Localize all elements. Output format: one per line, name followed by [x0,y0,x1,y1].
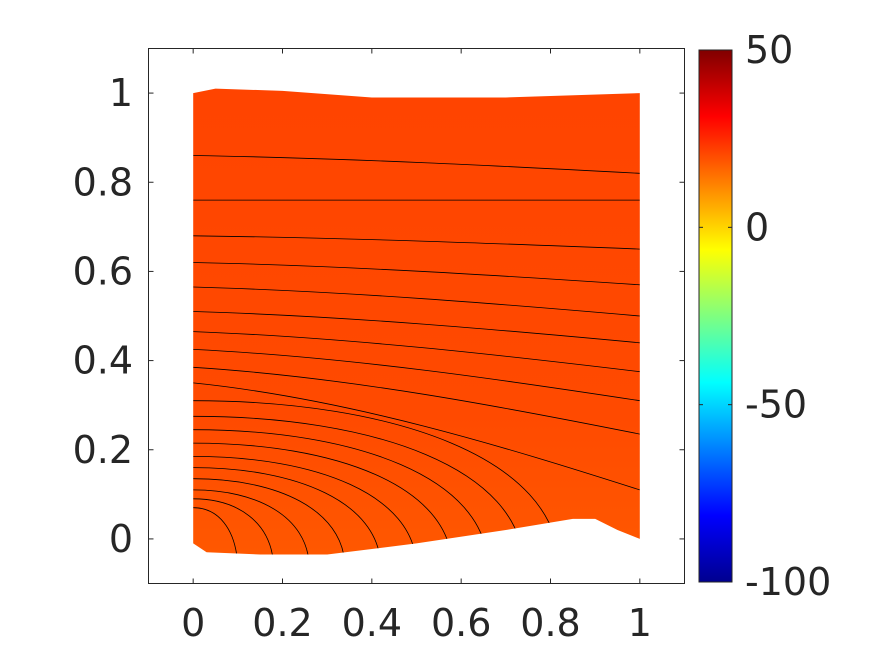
colorbar-tick-label: 0 [745,205,769,249]
contour-line [193,467,382,555]
x-tick-labels: 0 0.2 0.4 0.6 0.8 1 [181,601,652,645]
axis-ticks [148,48,685,584]
contour-line [193,478,346,555]
domain-fill [193,88,640,555]
contour-line [193,498,274,555]
contour-line [193,456,417,555]
colorbar-gradient [698,49,733,583]
contour-line [193,489,310,555]
y-tick-labels: 0 0.2 0.4 0.6 0.8 1 [73,71,133,561]
contour-line [193,155,640,174]
x-tick-label: 0.4 [342,601,402,645]
contour-line [193,311,640,344]
y-tick-label: 0.6 [73,249,133,293]
colorbar-tick-label: -100 [745,560,831,604]
contour-line [193,442,453,555]
contour-line [193,429,489,555]
colorbar-tick-label: 50 [745,28,793,72]
contour-line [193,382,640,491]
filled-field [193,88,640,555]
x-tick-label: 0 [181,601,205,645]
contour-line [193,331,640,373]
contour-line [193,286,640,317]
x-tick-label: 0.8 [520,601,580,645]
contour-line [193,235,640,250]
colorbar-tick-label: -50 [745,383,807,427]
y-tick-label: 0.2 [73,428,133,472]
y-tick-label: 0 [109,517,133,561]
colorbar-ticks [699,49,732,583]
x-tick-label: 0.2 [252,601,312,645]
contour-lines [193,155,640,555]
y-tick-label: 0.4 [73,339,133,383]
contour-line [193,262,640,286]
y-tick-label: 1 [109,71,133,115]
x-tick-label: 0.6 [431,601,491,645]
colorbar: 50 0 -50 -100 [698,28,831,604]
colorbar-labels: 50 0 -50 -100 [745,28,831,604]
contour-line [193,366,640,435]
contour-line [193,507,239,555]
contour-line [193,349,640,402]
x-tick-label: 1 [628,601,652,645]
y-tick-label: 0.8 [73,160,133,204]
